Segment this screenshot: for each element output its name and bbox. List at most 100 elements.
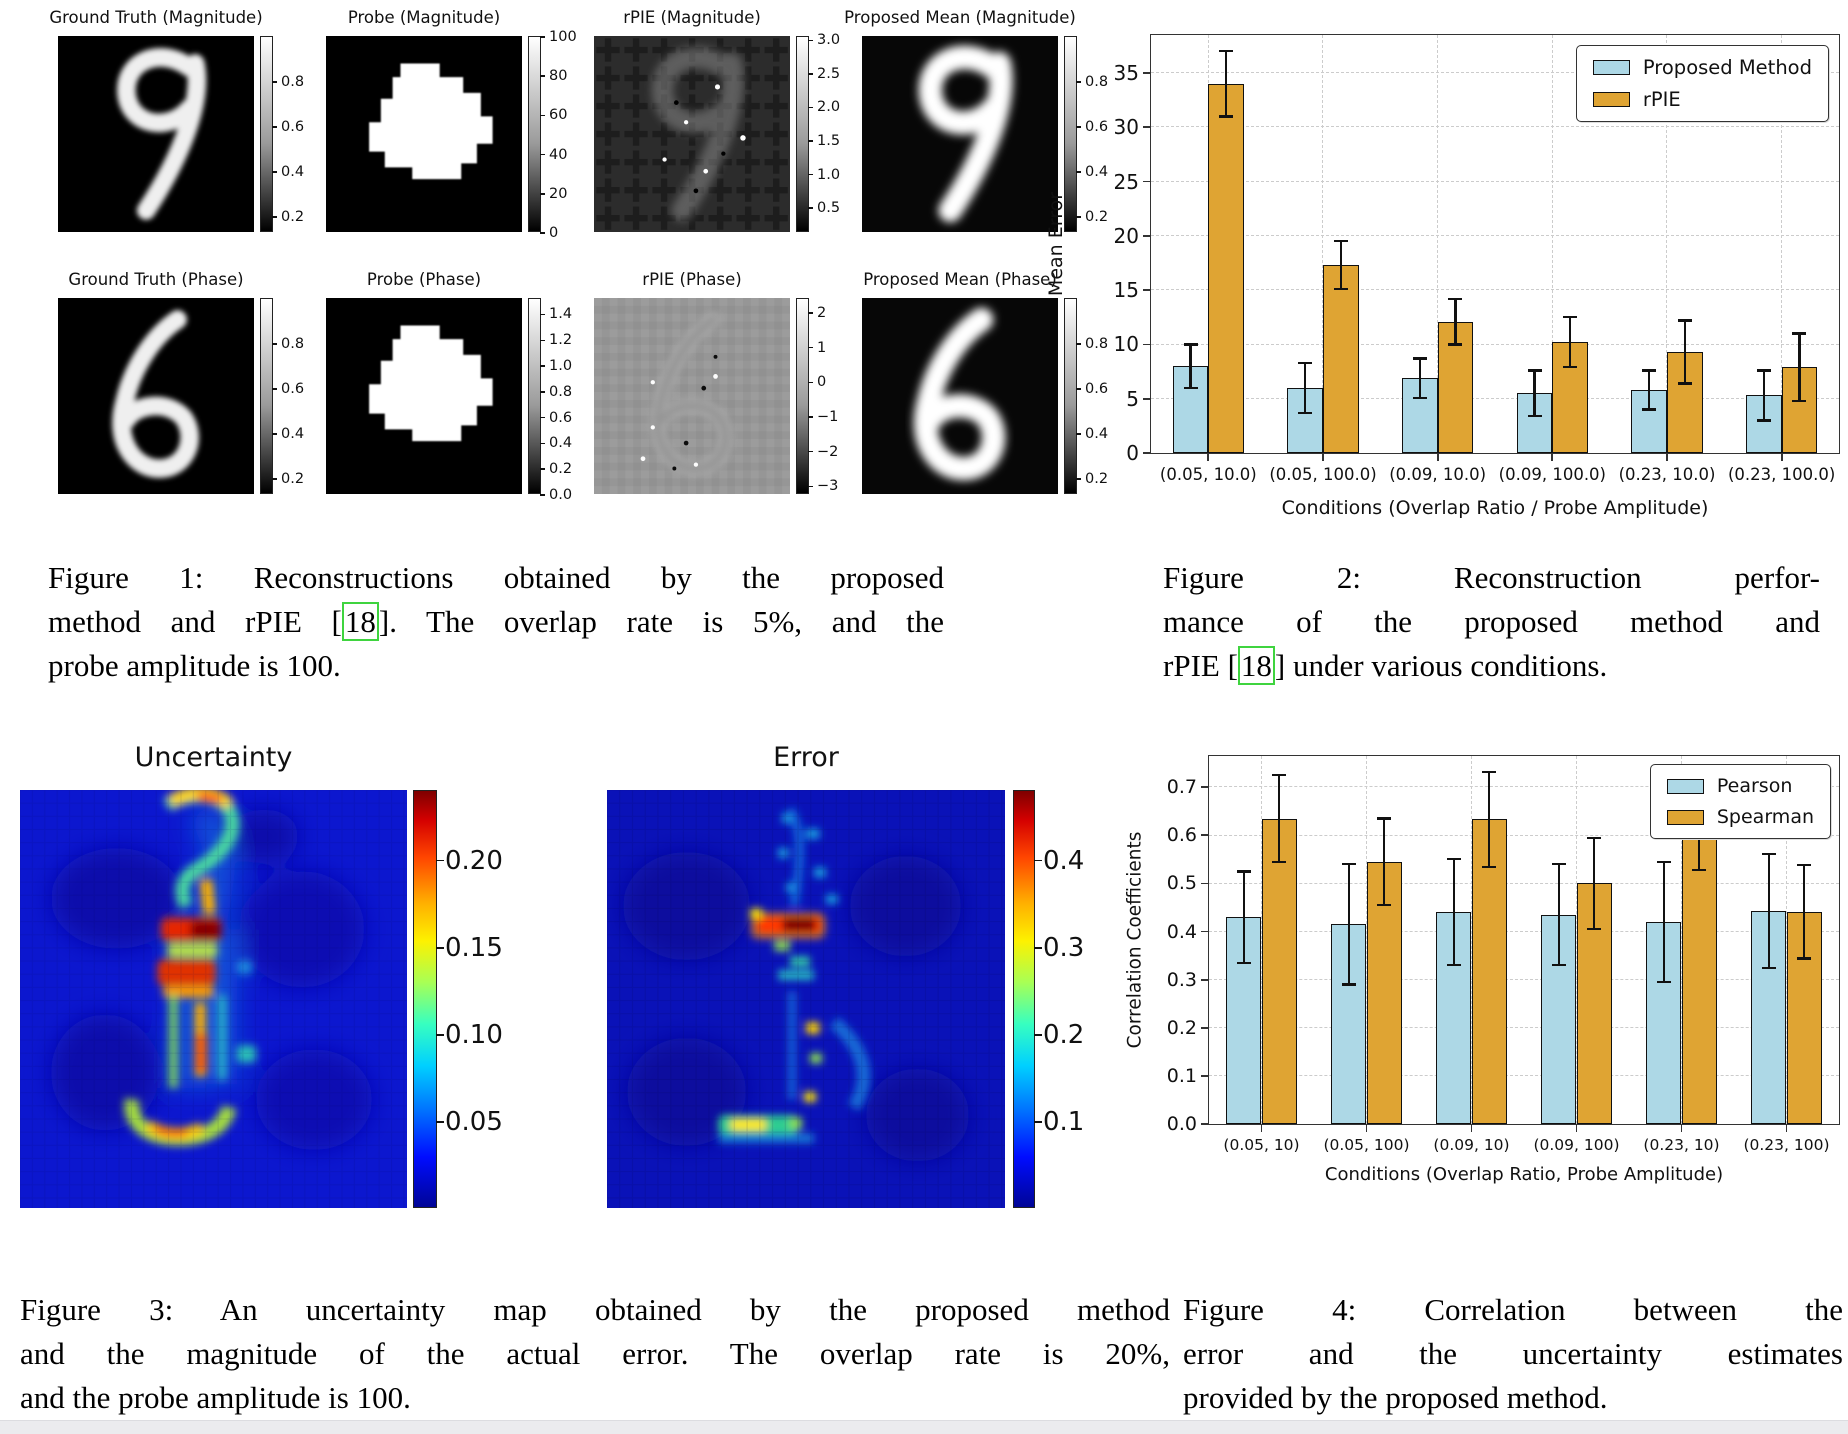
colorbar-tick-mark	[272, 388, 277, 390]
x-tick-label: (0.05, 100.0)	[1269, 465, 1377, 484]
error-bar-cap	[1341, 983, 1356, 986]
y-tick-label: 0.5	[1166, 872, 1197, 895]
gridline-horizontal	[1151, 235, 1839, 237]
error-bar	[1383, 818, 1386, 906]
y-tick-mark	[1201, 786, 1209, 789]
page-edge-strip	[0, 1420, 1848, 1434]
colorbar-tick-mark	[1076, 388, 1081, 390]
colorbar-tick-label: 0.6	[549, 409, 573, 426]
panel-image-digit6b	[862, 298, 1058, 494]
x-tick-label: (0.05, 10.0)	[1159, 465, 1257, 484]
panel-colorbar: 1.4 1.2 1.0 0.8 0.6 0.4 0.2 0.0	[528, 298, 572, 503]
y-tick-label: 0.3	[1166, 968, 1197, 991]
y-tick-label: 0	[1126, 441, 1139, 465]
error-bar	[1803, 865, 1806, 959]
legend-color-patch	[1666, 809, 1704, 825]
error-bar-cap	[1587, 928, 1602, 931]
error-bar-cap	[1298, 361, 1313, 364]
legend-label: Spearman	[1716, 806, 1814, 828]
colorbar-tick-label: 1.0	[549, 358, 573, 375]
colorbar-tick-mark	[808, 39, 813, 42]
panel-title: Ground Truth (Phase)	[68, 270, 244, 289]
y-tick-mark	[1201, 882, 1209, 885]
colorbar-tick-mark	[808, 416, 813, 418]
y-tick-mark	[1201, 1026, 1209, 1029]
uncertainty-map-title: Uncertainty	[134, 742, 293, 773]
colorbar-tick-mark	[808, 173, 813, 176]
colorbar-tick-mark	[808, 381, 813, 383]
error-bar-cap	[1412, 357, 1427, 360]
colorbar-tick-mark	[272, 126, 277, 128]
error-bar-cap	[1412, 396, 1427, 399]
error-bar	[1189, 344, 1192, 388]
error-bar	[1304, 362, 1307, 413]
citation-link-18[interactable]: 18	[341, 602, 379, 641]
colorbar-tick-mark	[272, 216, 277, 218]
error-bar-cap	[1792, 332, 1807, 335]
panel-title: rPIE (Phase)	[642, 270, 742, 289]
bar-spearman	[1681, 825, 1718, 1124]
x-axis-label: Conditions (Overlap Ratio, Probe Amplitu…	[1324, 1164, 1724, 1185]
y-tick-mark	[1201, 930, 1209, 933]
x-tick-label: (0.23, 10.0)	[1618, 465, 1716, 484]
error-bar-cap	[1792, 399, 1807, 402]
colorbar-tick-mark	[808, 346, 813, 349]
colorbar-tick-mark	[808, 207, 813, 209]
panel-colorbar: 0.8 0.6 0.4 0.2	[260, 36, 304, 232]
y-tick-label: 15	[1113, 278, 1139, 303]
colorbar-tick-label: 0.8	[281, 336, 305, 353]
figure1-caption: Figure 1: Reconstructions obtained by th…	[48, 556, 944, 688]
x-tick-mark	[1436, 453, 1439, 461]
error-bar	[1683, 320, 1686, 384]
x-tick-mark	[1322, 453, 1324, 461]
error-bar	[1242, 871, 1245, 963]
colorbar-tick-label: 0.2	[1085, 209, 1109, 226]
colorbar-tick-mark	[540, 391, 545, 393]
error-bar-cap	[1333, 287, 1348, 291]
error-bar	[1798, 333, 1801, 401]
caption-line: provided by the proposed method.	[1183, 1380, 1608, 1415]
gridline-vertical	[1207, 35, 1209, 453]
x-tick-mark	[1575, 1124, 1578, 1132]
caption-line: and the probe amplitude is 100.	[20, 1380, 411, 1415]
error-bar	[1418, 358, 1421, 398]
y-tick-mark	[1143, 397, 1151, 400]
caption-line: Figure 4: Correlation between the	[1183, 1292, 1843, 1327]
gridline-vertical	[1666, 35, 1668, 453]
colorbar-tick-mark	[1076, 343, 1081, 345]
y-tick-mark	[1201, 1123, 1209, 1125]
citation-link-18[interactable]: 18	[1237, 646, 1275, 685]
error-bar-cap	[1761, 853, 1776, 856]
colorbar-tick-label: 2	[817, 304, 827, 321]
error-bar-cap	[1448, 343, 1463, 346]
colorbar-tick-mark	[808, 73, 813, 75]
colorbar-tick-label: 0.4	[1085, 426, 1109, 443]
y-tick-mark	[1143, 343, 1151, 346]
error-bar-cap	[1219, 50, 1234, 53]
y-tick-label: 5	[1126, 386, 1139, 411]
colorbar-tick-mark	[540, 365, 545, 367]
colorbar-tick-label: 0.1	[1043, 1106, 1085, 1137]
colorbar-tick-label: 60	[549, 107, 568, 124]
colorbar-tick-mark	[540, 442, 545, 445]
panel-colorbar: 2 1 0 −1 −2 −3	[796, 298, 838, 494]
error-bar-cap	[1756, 419, 1771, 422]
error-bar-cap	[1298, 411, 1313, 414]
error-bar	[1488, 772, 1491, 867]
legend-color-patch	[1592, 92, 1630, 107]
colorbar-tick-mark	[436, 1121, 444, 1123]
gridline-vertical	[1551, 35, 1553, 453]
legend-label: Proposed Method	[1642, 56, 1812, 79]
panel-colorbar: 0.8 0.6 0.4 0.2	[1064, 36, 1108, 232]
error-bar-cap	[1551, 863, 1566, 866]
colorbar-tick-mark	[1034, 947, 1042, 949]
caption-line: rPIE [18] under various conditions.	[1163, 646, 1608, 685]
error-bar-cap	[1446, 857, 1461, 861]
error-bar-cap	[1692, 868, 1707, 872]
figure4-bar-chart: 0.0 0.1 0.2 0.3 0.4 0.5 0.6 0.7 (0.05, 10) (0.05,…	[1125, 755, 1840, 1185]
x-tick-label: (0.09, 10)	[1433, 1136, 1510, 1154]
error-map-title: Error	[773, 742, 839, 773]
error-bar-cap	[1797, 864, 1812, 867]
error-bar-cap	[1446, 963, 1461, 966]
caption-line: probe amplitude is 100.	[48, 648, 341, 683]
